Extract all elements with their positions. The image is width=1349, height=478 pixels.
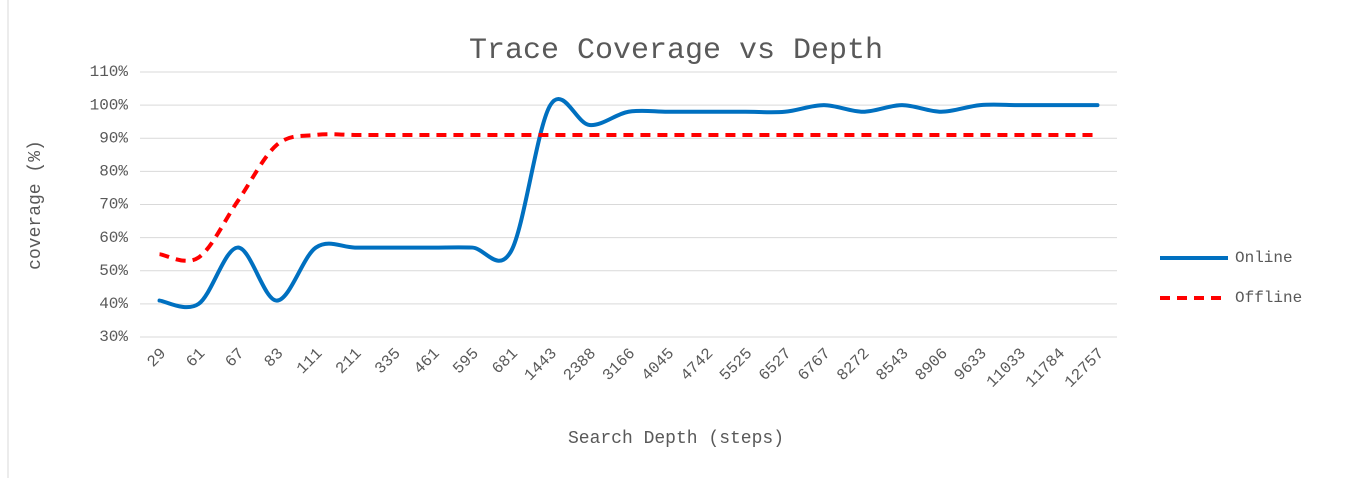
y-tick-label: 70% xyxy=(99,196,128,214)
x-tick-label: 681 xyxy=(489,345,522,378)
x-tick-label: 5525 xyxy=(716,345,756,385)
y-tick-label: 90% xyxy=(99,129,128,147)
x-tick-label: 111 xyxy=(293,345,326,378)
x-tick-label: 6527 xyxy=(755,345,795,385)
y-tick-label: 30% xyxy=(99,328,128,346)
x-tick-label: 61 xyxy=(183,345,209,371)
x-tick-label: 2388 xyxy=(560,345,600,385)
x-tick-label: 595 xyxy=(450,345,483,378)
x-tick-label: 4742 xyxy=(677,345,717,385)
y-axis-label: coverage (%) xyxy=(26,140,46,270)
x-tick-label: 3166 xyxy=(599,345,639,385)
x-tick-label: 8272 xyxy=(834,345,874,385)
x-tick-label: 1443 xyxy=(521,345,561,385)
y-tick-label: 80% xyxy=(99,163,128,181)
x-tick-label: 11784 xyxy=(1022,345,1069,392)
x-tick-label: 83 xyxy=(261,345,287,371)
x-axis-label: Search Depth (steps) xyxy=(568,429,784,449)
legend-label: Online xyxy=(1235,249,1293,267)
y-tick-label: 40% xyxy=(99,295,128,313)
x-tick-label: 12757 xyxy=(1061,345,1108,392)
chart-title: Trace Coverage vs Depth xyxy=(469,34,883,68)
series-line xyxy=(157,97,1100,310)
x-tick-label: 211 xyxy=(332,345,365,378)
legend-label: Offline xyxy=(1235,289,1302,307)
x-tick-label: 67 xyxy=(222,345,248,371)
x-tick-label: 11033 xyxy=(983,345,1030,392)
x-tick-label: 8906 xyxy=(912,345,952,385)
x-tick-label: 4045 xyxy=(638,345,678,385)
series-line xyxy=(159,132,1098,263)
y-tick-label: 60% xyxy=(99,229,128,247)
y-tick-label: 100% xyxy=(90,96,129,114)
x-tick-label: 461 xyxy=(411,345,444,378)
x-tick-label: 335 xyxy=(371,345,404,378)
y-tick-label: 110% xyxy=(90,63,129,81)
x-tick-label: 8543 xyxy=(873,345,913,385)
x-tick-label: 6767 xyxy=(795,345,835,385)
x-tick-label: 29 xyxy=(144,345,170,371)
y-tick-label: 50% xyxy=(99,262,128,280)
